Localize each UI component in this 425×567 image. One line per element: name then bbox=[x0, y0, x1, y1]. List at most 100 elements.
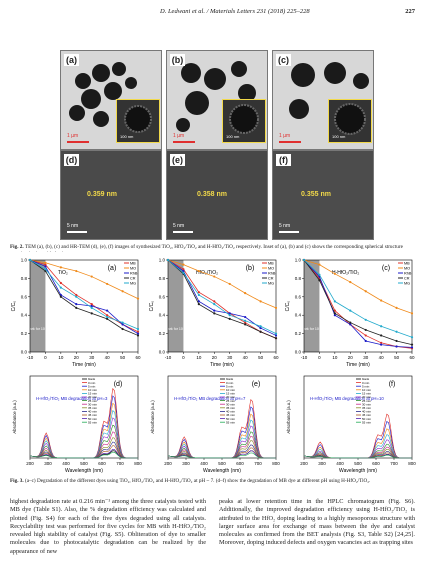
legend-label: 50 min bbox=[88, 417, 97, 421]
y-axis-label: C/C₀ bbox=[11, 301, 17, 312]
x-tick-label: 50 bbox=[120, 355, 126, 360]
legend-label: 55 min bbox=[88, 420, 97, 424]
data-point-MG bbox=[166, 258, 170, 262]
data-point-CR bbox=[228, 317, 231, 320]
series-line-CR bbox=[29, 259, 139, 336]
panel-label: (f) bbox=[389, 381, 396, 388]
legend-label: 40 min bbox=[226, 410, 235, 414]
inset-c: 100 nm bbox=[328, 99, 372, 143]
y-tick-label: 0.0 bbox=[295, 350, 302, 355]
data-point-MO bbox=[333, 272, 336, 275]
scale-bar-f bbox=[279, 231, 299, 233]
data-point-RhB bbox=[90, 304, 93, 308]
page-number: 227 bbox=[405, 8, 415, 15]
x-tick-label: 10 bbox=[332, 355, 338, 360]
legend-label: 55 min bbox=[362, 420, 371, 424]
data-point-MG bbox=[44, 268, 47, 271]
tem-image-b: (b) 1 µm 100 nm bbox=[166, 50, 268, 150]
data-point-RhB bbox=[259, 326, 262, 330]
data-point-MO bbox=[380, 299, 383, 302]
x-tick-label: 30 bbox=[363, 355, 369, 360]
x-axis-label: Wavelength (nm) bbox=[203, 468, 241, 474]
chart-e-svg: 200 300 400 500 600 700 800 Wavelength (nm) Abso… bbox=[150, 375, 280, 474]
data-point-MG bbox=[136, 327, 140, 331]
data-point-MG bbox=[197, 293, 200, 297]
data-point-MO bbox=[274, 306, 278, 309]
data-point-CR bbox=[364, 328, 367, 332]
legend-label: 15 min bbox=[362, 392, 371, 396]
panel-label: (a) bbox=[108, 265, 117, 272]
data-point-MG bbox=[75, 295, 78, 298]
y-tick-label: 1.0 bbox=[21, 258, 28, 263]
x-tick-label: 800 bbox=[272, 461, 280, 466]
data-point-CR bbox=[90, 312, 93, 315]
panel-label-b: (b) bbox=[170, 54, 185, 66]
data-point-MB bbox=[44, 263, 47, 266]
legend-label: 35 min bbox=[88, 406, 97, 410]
series-line-MG bbox=[29, 259, 139, 330]
x-tick-label: 400 bbox=[200, 461, 208, 466]
x-tick-label: 600 bbox=[98, 461, 106, 466]
plot-frame bbox=[167, 375, 277, 459]
chart-c-svg: In dark for 10 min -10 0 10 20 30 40 50 60 0.0 0.2… bbox=[285, 258, 415, 369]
x-tick-label: 800 bbox=[408, 461, 416, 466]
x-tick-label: 200 bbox=[26, 461, 34, 466]
x-tick-label: 0 bbox=[182, 355, 185, 360]
y-axis-label: C/C₀ bbox=[285, 301, 291, 312]
chart-b-svg: In dark for 10 min -10 0 10 20 30 40 50 60 0.0 0.2… bbox=[149, 258, 279, 369]
legend-label: 50 min bbox=[226, 417, 235, 421]
series-line-MO bbox=[303, 259, 413, 314]
x-tick-label: 300 bbox=[182, 461, 190, 466]
series-line-RhB bbox=[303, 259, 413, 348]
x-tick-label: 10 bbox=[196, 355, 202, 360]
y-axis-label: C/C₀ bbox=[149, 301, 155, 312]
x-tick-label: 60 bbox=[273, 355, 279, 360]
hrtem-image-f: (f) 0.355 nm 5 nm bbox=[272, 150, 374, 240]
data-point-MG bbox=[274, 332, 278, 335]
scale-label-c: 1 µm bbox=[279, 133, 291, 139]
x-tick-label: 700 bbox=[116, 461, 124, 466]
data-point-MG bbox=[318, 273, 321, 276]
x-tick-label: 20 bbox=[212, 355, 218, 360]
dark-annotation: In dark for 10 min bbox=[162, 327, 190, 331]
data-point-MB bbox=[333, 309, 336, 312]
data-point-RhB bbox=[136, 332, 140, 335]
panel-label: (e) bbox=[252, 381, 261, 388]
data-point-MG bbox=[302, 258, 306, 262]
data-point-MG bbox=[182, 271, 185, 274]
data-point-RhB bbox=[228, 312, 231, 315]
hrtem-image-e: (e) 0.358 nm 5 nm bbox=[166, 150, 268, 240]
data-point-MO bbox=[106, 282, 109, 286]
data-point-MO bbox=[410, 312, 414, 315]
data-point-MB bbox=[106, 314, 109, 317]
data-point-MG bbox=[395, 330, 398, 333]
legend-label-RhB: RhB bbox=[268, 272, 276, 276]
legend-label: blank bbox=[226, 377, 234, 381]
plot-frame bbox=[303, 375, 413, 459]
legend-label-MO: MO bbox=[404, 267, 410, 271]
chart-title: HfO₂/TiO₂ bbox=[196, 270, 218, 276]
data-point-CR bbox=[136, 334, 140, 337]
panel-label: (d) bbox=[114, 381, 123, 388]
tem-particles-a bbox=[69, 62, 137, 127]
data-point-MB bbox=[380, 341, 383, 344]
legend-label-MG: MG bbox=[130, 282, 136, 286]
series-line-CR bbox=[167, 259, 277, 339]
data-point-MO bbox=[213, 275, 216, 278]
x-tick-label: 200 bbox=[164, 461, 172, 466]
x-axis-label: Wavelength (nm) bbox=[65, 468, 103, 474]
tem-image-a: (a) 1 µm 100 nm bbox=[60, 50, 162, 150]
legend-label: blank bbox=[88, 377, 96, 381]
x-tick-label: 0 bbox=[318, 355, 321, 360]
series-line-MB bbox=[29, 259, 139, 333]
legend-label: 20 min bbox=[362, 395, 371, 399]
scale-bar-e bbox=[173, 231, 193, 233]
chart-e: 200 300 400 500 600 700 800 Wavelength (nm) Abso… bbox=[148, 370, 282, 476]
legend-label: 0 min bbox=[362, 381, 370, 385]
data-point-MO bbox=[318, 263, 321, 266]
y-tick-label: 0.8 bbox=[295, 276, 302, 281]
data-point-MO bbox=[364, 290, 367, 293]
data-point-MO bbox=[121, 290, 124, 293]
data-point-CR bbox=[197, 303, 200, 306]
legend-label-MO: MO bbox=[268, 267, 274, 271]
